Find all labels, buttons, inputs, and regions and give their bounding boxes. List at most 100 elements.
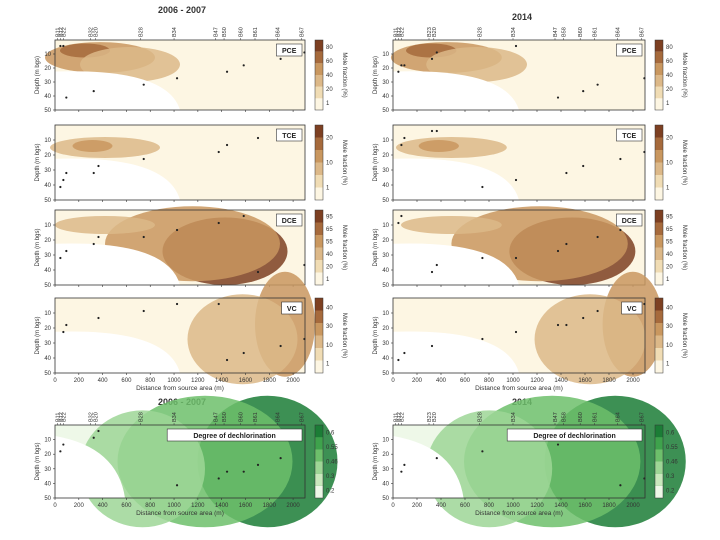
panel-label-box bbox=[276, 213, 303, 227]
well-label: B28 bbox=[477, 27, 483, 37]
colorbar-frame bbox=[314, 424, 324, 499]
colorbar-segment bbox=[655, 461, 663, 474]
sample-point bbox=[242, 64, 245, 67]
colorbar-segment bbox=[655, 272, 663, 285]
x-axis-label: Distance from source area (m) bbox=[475, 510, 563, 517]
x-tick-label: 1200 bbox=[530, 503, 544, 509]
x-tick-label: 400 bbox=[436, 378, 447, 384]
colorbar-segment bbox=[315, 485, 323, 498]
x-tick-label: 1400 bbox=[554, 503, 568, 509]
x-tick-label: 200 bbox=[74, 503, 85, 509]
y-tick-label: 40 bbox=[382, 94, 389, 100]
colorbar-segment bbox=[655, 485, 663, 498]
sample-point bbox=[279, 57, 282, 60]
panel-dechlorination-left: Degree of dechlorination 10 20 30 40 50 Depth … bbox=[35, 395, 338, 528]
unsampled-region bbox=[55, 243, 180, 285]
well-label: B12 bbox=[58, 412, 64, 422]
well-label: B67 bbox=[299, 27, 305, 37]
sample-point bbox=[481, 185, 484, 189]
x-tick-label: 2000 bbox=[626, 503, 640, 509]
colorbar-segment bbox=[315, 437, 323, 450]
panel-vc-left: VC 10 20 30 40 50 Depth (m bgs) 0 200 400 600 800 10… bbox=[35, 271, 347, 392]
colorbar-segment bbox=[315, 461, 323, 474]
y-tick-label: 30 bbox=[382, 467, 389, 473]
plot-frame bbox=[392, 209, 646, 286]
sample-point bbox=[279, 344, 282, 348]
y-tick-label: 30 bbox=[382, 80, 389, 86]
y-tick-label: 50 bbox=[44, 371, 51, 377]
sample-point bbox=[430, 344, 434, 348]
y-tick-label: 10 bbox=[382, 223, 389, 229]
y-tick-label: 20 bbox=[382, 153, 389, 159]
sample-point bbox=[556, 96, 560, 99]
colorbar-label: Mole fraction (%) bbox=[681, 313, 687, 358]
panel-label: VC bbox=[287, 306, 297, 313]
sample-point bbox=[217, 150, 220, 154]
y-tick-label: 10 bbox=[44, 138, 51, 144]
y-tick-label: 50 bbox=[382, 108, 389, 114]
sample-point bbox=[175, 302, 179, 306]
sample-point bbox=[142, 83, 145, 86]
plot-frame bbox=[54, 209, 306, 286]
x-tick-label: 1200 bbox=[191, 378, 205, 384]
colorbar-tick-label: 0.55 bbox=[326, 445, 338, 451]
colorbar-segment bbox=[315, 150, 323, 163]
sample-point bbox=[142, 157, 145, 161]
well-label: B60 bbox=[578, 412, 584, 422]
x-tick-label: 600 bbox=[460, 378, 471, 384]
colorbar-segment bbox=[315, 162, 323, 175]
well-label: B60 bbox=[578, 27, 584, 37]
x-tick-label: 1000 bbox=[506, 503, 520, 509]
colorbar-segment bbox=[315, 425, 323, 438]
colorbar-tick-label: 40 bbox=[326, 252, 333, 258]
sample-point bbox=[256, 270, 260, 274]
well-label: B34 bbox=[172, 27, 178, 37]
y-tick-label: 30 bbox=[44, 168, 51, 174]
sample-point bbox=[596, 83, 599, 86]
colorbar-segment bbox=[315, 98, 323, 110]
sample-point bbox=[225, 470, 229, 473]
colorbar-segment bbox=[655, 175, 663, 188]
y-axis-label: Depth (m bgs) bbox=[373, 228, 379, 266]
sample-point bbox=[242, 470, 245, 473]
sample-point bbox=[435, 457, 438, 460]
sample-point bbox=[400, 143, 403, 147]
contour-zone bbox=[418, 140, 459, 152]
sample-point bbox=[175, 484, 179, 487]
colorbar-label: Mole fraction (%) bbox=[341, 225, 347, 270]
colorbar-segment bbox=[655, 437, 663, 450]
plot-frame bbox=[54, 124, 306, 201]
colorbar-tick-label: 0.6 bbox=[326, 430, 335, 436]
well-label: B20 bbox=[432, 27, 438, 37]
sample-point bbox=[430, 57, 434, 60]
sample-point bbox=[142, 235, 145, 239]
y-tick-label: 10 bbox=[44, 438, 51, 444]
colorbar-segment bbox=[315, 86, 323, 99]
colorbar-label: Mole fraction (%) bbox=[681, 52, 687, 97]
sample-point bbox=[514, 256, 518, 260]
colorbar-segment bbox=[315, 137, 323, 150]
unsampled-region bbox=[55, 158, 180, 200]
sample-point bbox=[556, 323, 560, 327]
colorbar-segment bbox=[655, 137, 663, 150]
x-tick-label: 800 bbox=[145, 503, 156, 509]
y-axis-label: Depth (m bgs) bbox=[373, 143, 379, 181]
sample-point bbox=[92, 242, 95, 246]
sample-point bbox=[62, 178, 65, 182]
y-tick-label: 30 bbox=[44, 467, 51, 473]
colorbar-frame bbox=[654, 39, 664, 111]
x-tick-label: 1800 bbox=[263, 378, 277, 384]
colorbar-segment bbox=[655, 75, 663, 87]
unsampled-region bbox=[55, 435, 125, 498]
colorbar-segment bbox=[655, 335, 663, 348]
colorbar-segment bbox=[315, 125, 323, 138]
well-label: B64 bbox=[276, 412, 282, 422]
colorbar-tick-label: 60 bbox=[666, 59, 673, 65]
colorbar-tick-label: 95 bbox=[666, 214, 673, 220]
colorbar-tick-label: 1 bbox=[326, 186, 330, 192]
sample-point bbox=[403, 136, 406, 140]
sample-point bbox=[397, 358, 400, 362]
y-tick-label: 40 bbox=[44, 481, 51, 487]
well-label: B28 bbox=[477, 412, 483, 422]
